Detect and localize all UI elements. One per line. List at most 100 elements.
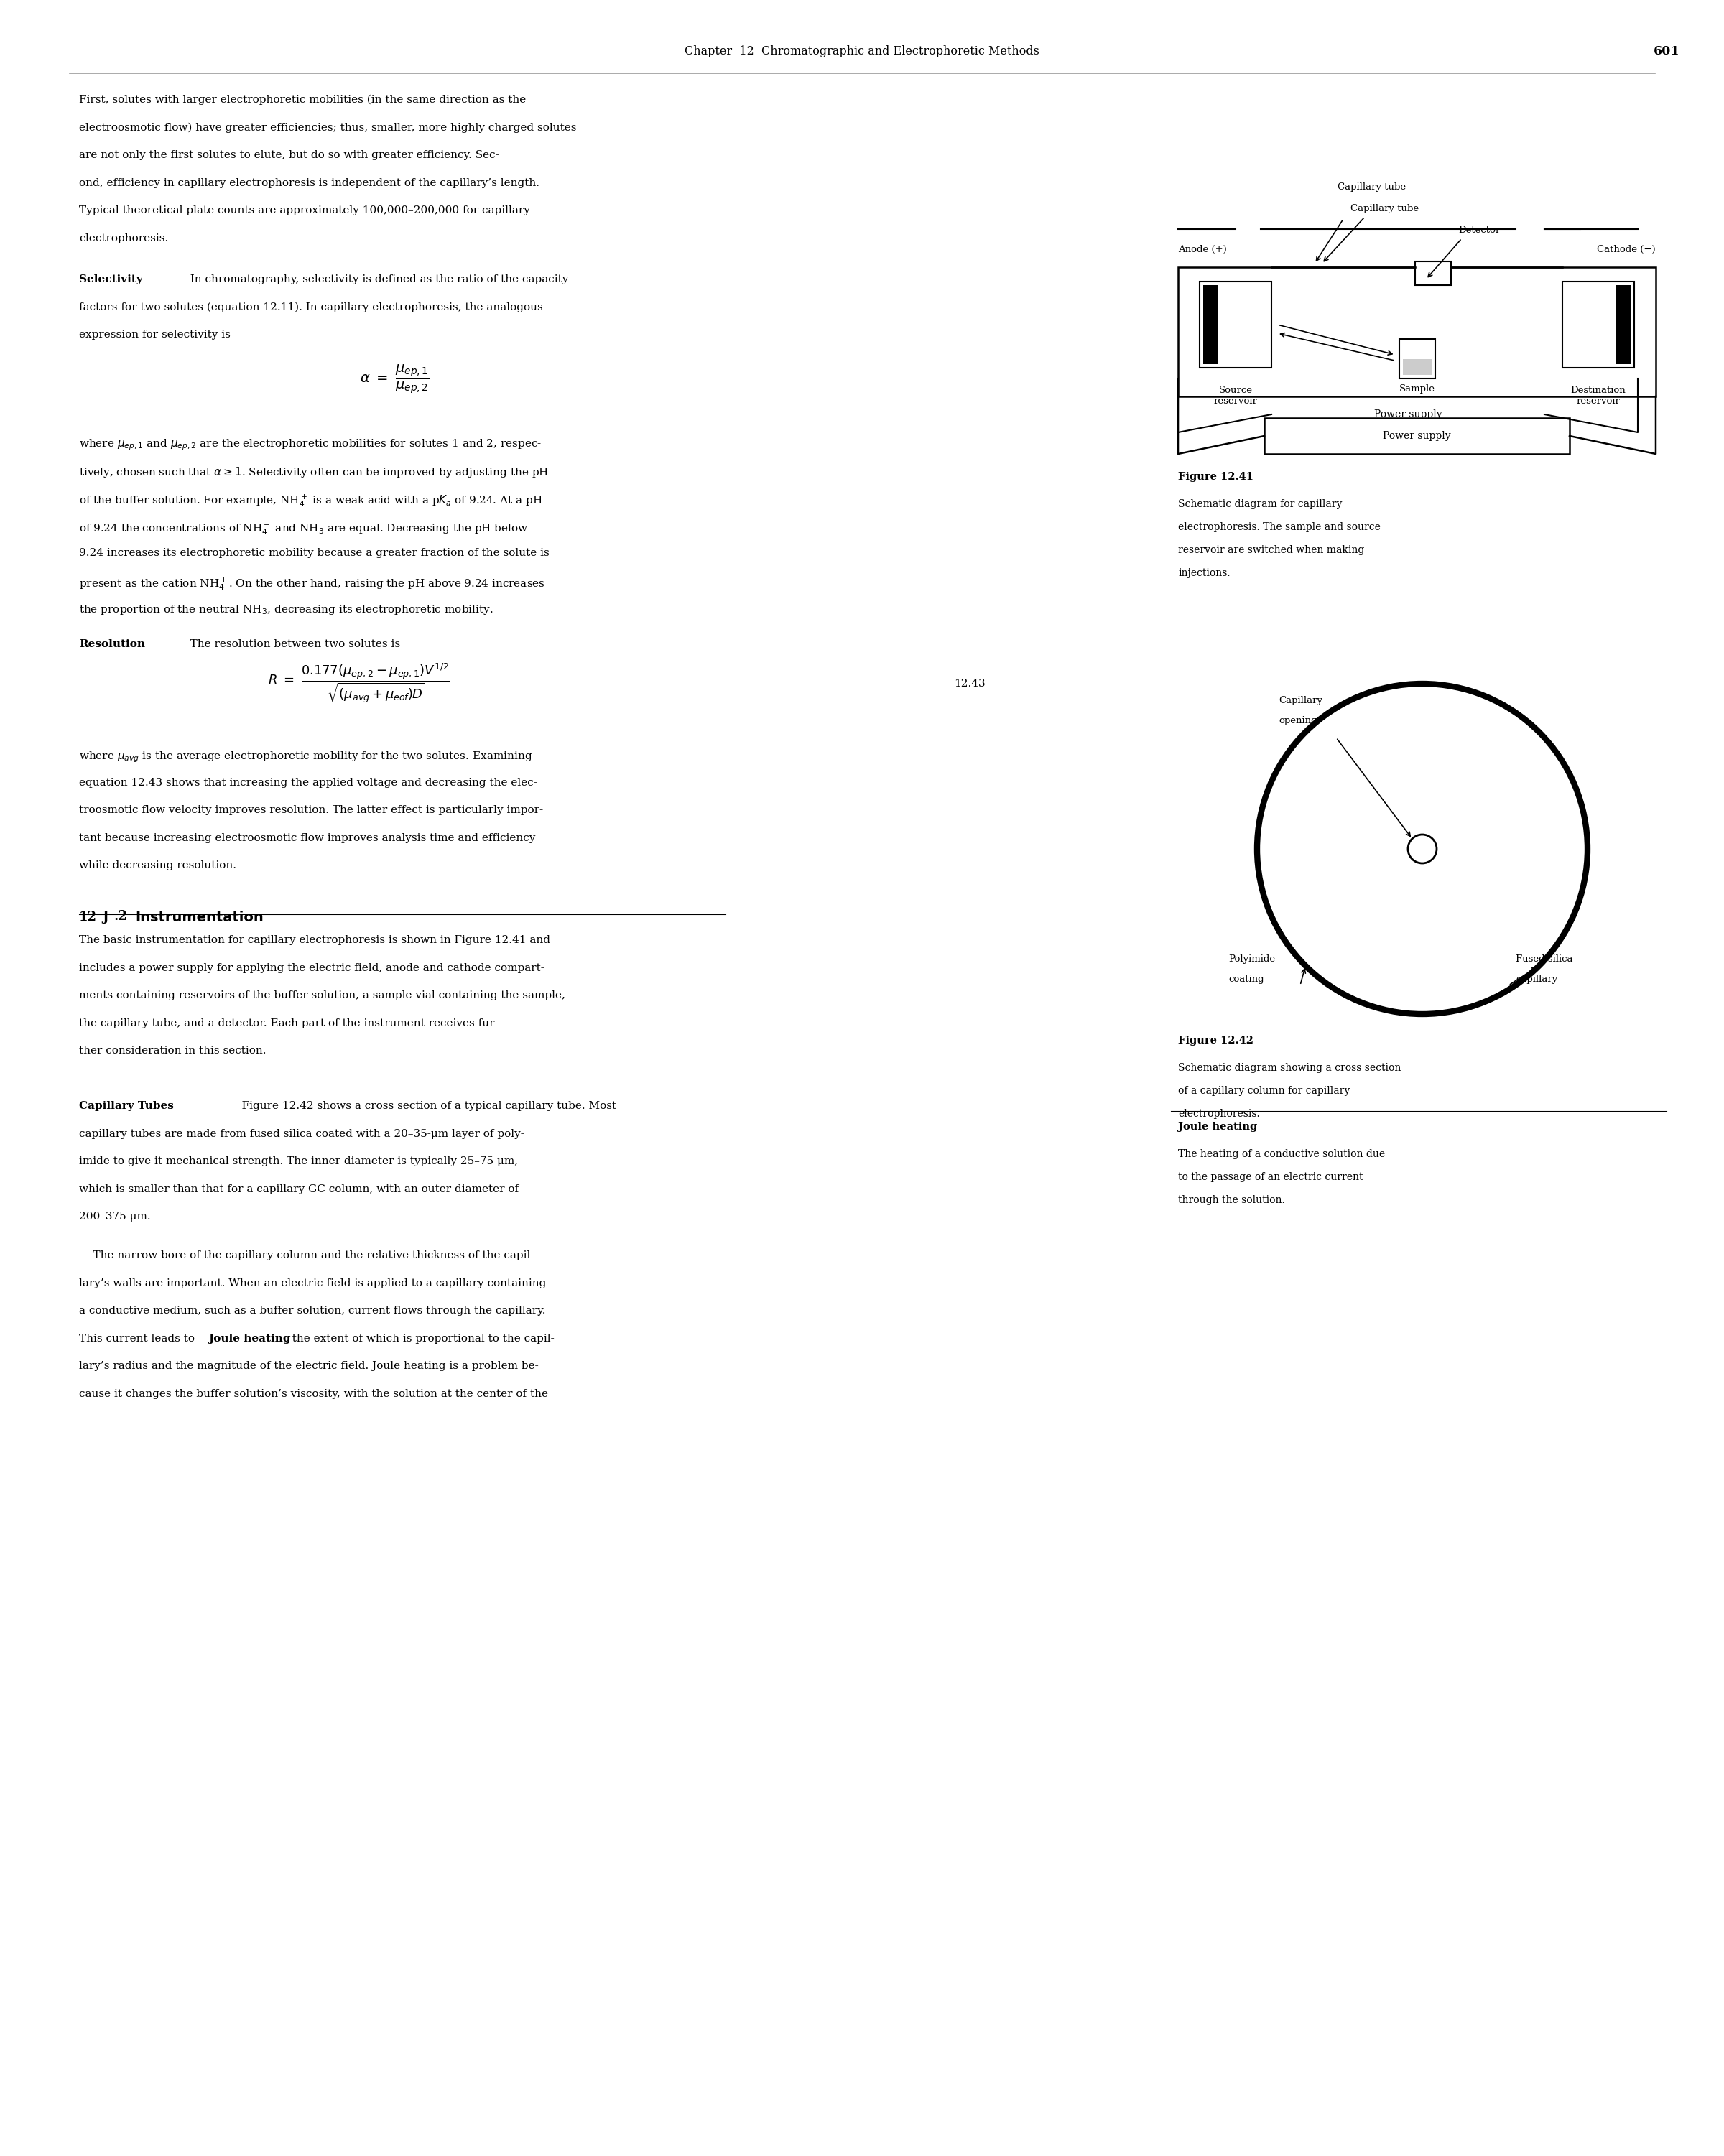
Text: reservoir are switched when making: reservoir are switched when making [1177,545,1364,554]
Text: electroosmotic flow) have greater efficiencies; thus, smaller, more highly charg: electroosmotic flow) have greater effici… [79,123,576,134]
Text: the capillary tube, and a detector. Each part of the instrument receives fur-: the capillary tube, and a detector. Each… [79,1018,498,1028]
Text: Source
reservoir: Source reservoir [1214,386,1257,405]
Text: electrophoresis.: electrophoresis. [1177,1108,1260,1119]
Text: ther consideration in this section.: ther consideration in this section. [79,1046,265,1056]
Text: factors for two solutes (equation 12.11). In capillary electrophoresis, the anal: factors for two solutes (equation 12.11)… [79,302,543,313]
Text: ond, efficiency in capillary electrophoresis is independent of the capillary’s l: ond, efficiency in capillary electrophor… [79,177,540,188]
Text: Figure 12.42 shows a cross section of a typical capillary tube. Most: Figure 12.42 shows a cross section of a … [231,1102,617,1110]
Text: capillary tubes are made from fused silica coated with a 20–35-μm layer of poly-: capillary tubes are made from fused sili… [79,1130,524,1138]
Text: Cathode (−): Cathode (−) [1596,246,1655,254]
Text: which is smaller than that for a capillary GC column, with an outer diameter of: which is smaller than that for a capilla… [79,1184,519,1194]
Text: Schematic diagram showing a cross section: Schematic diagram showing a cross sectio… [1177,1063,1402,1074]
Text: 601: 601 [1653,45,1679,58]
Text: J: J [102,910,109,923]
Text: Joule heating: Joule heating [1177,1121,1257,1132]
Text: capillary: capillary [1515,975,1557,983]
Bar [1227,278,1259,298]
Text: Figure 12.41: Figure 12.41 [1177,472,1253,483]
Bar [1398,338,1434,379]
Text: Detector: Detector [1459,226,1500,235]
Text: First, solutes with larger electrophoretic mobilities (in the same direction as : First, solutes with larger electrophoret… [79,95,526,106]
Bar [1264,418,1569,455]
Text: of the buffer solution. For example, NH$_4^+$ is a weak acid with a p$K_a$ of 9.: of the buffer solution. For example, NH$… [79,494,543,509]
Text: injections.: injections. [1177,567,1231,578]
Text: 200–375 μm.: 200–375 μm. [79,1212,150,1222]
Text: imide to give it mechanical strength. The inner diameter is typically 25–75 μm,: imide to give it mechanical strength. Th… [79,1156,517,1166]
Text: Figure 12.42: Figure 12.42 [1177,1035,1253,1046]
Text: Chapter  12  Chromatographic and Electrophoretic Methods: Chapter 12 Chromatographic and Electroph… [684,45,1040,58]
Text: The basic instrumentation for capillary electrophoresis is shown in Figure 12.41: The basic instrumentation for capillary … [79,936,550,944]
Text: lary’s walls are important. When an electric field is applied to a capillary con: lary’s walls are important. When an elec… [79,1279,547,1287]
Text: opening: opening [1279,716,1317,724]
Text: to the passage of an electric current: to the passage of an electric current [1177,1173,1364,1181]
Bar [1164,110,1724,576]
Bar [1177,220,1638,379]
Text: Capillary: Capillary [1279,696,1322,705]
Text: electrophoresis.: electrophoresis. [79,233,169,244]
Text: coating: coating [1229,975,1264,983]
Text: $R \ = \ \dfrac{0.177(\mu_{ep,2} - \mu_{ep,1})V^{1/2}}{\sqrt{(\mu_{avg} + \mu_{e: $R \ = \ \dfrac{0.177(\mu_{ep,2} - \mu_{… [267,662,450,705]
Text: Fused silica: Fused silica [1515,955,1572,964]
Text: through the solution.: through the solution. [1177,1194,1284,1205]
Circle shape [1409,834,1436,862]
Text: $\alpha \ = \ \dfrac{\mu_{ep,1}}{\mu_{ep,2}}$: $\alpha \ = \ \dfrac{\mu_{ep,1}}{\mu_{ep… [360,362,429,395]
Bar [1177,267,1655,397]
Bar [1515,224,1545,241]
Text: The resolution between two solutes is: The resolution between two solutes is [179,640,400,649]
Text: Capillary tube: Capillary tube [1350,205,1419,213]
Text: Anode (+): Anode (+) [1177,246,1227,254]
Text: Capillary tube: Capillary tube [1338,183,1407,192]
Text: a conductive medium, such as a buffer solution, current flows through the capill: a conductive medium, such as a buffer so… [79,1307,545,1315]
Text: where $\mu_{ep,1}$ and $\mu_{ep,2}$ are the electrophoretic mobilities for solut: where $\mu_{ep,1}$ and $\mu_{ep,2}$ are … [79,438,541,451]
Text: Sample: Sample [1398,384,1434,395]
Text: troosmotic flow velocity improves resolution. The latter effect is particularly : troosmotic flow velocity improves resolu… [79,806,543,815]
Text: .2: .2 [114,910,128,923]
Text: tant because increasing electroosmotic flow improves analysis time and efficienc: tant because increasing electroosmotic f… [79,832,536,843]
Text: includes a power supply for applying the electric field, anode and cathode compa: includes a power supply for applying the… [79,964,545,972]
Text: while decreasing resolution.: while decreasing resolution. [79,860,236,871]
Bar [1562,282,1634,369]
Text: are not only the first solutes to elute, but do so with greater efficiency. Sec-: are not only the first solutes to elute,… [79,151,498,160]
Text: tively, chosen such that $\alpha \geq 1$. Selectivity often can be improved by a: tively, chosen such that $\alpha \geq 1$… [79,466,548,479]
Text: The narrow bore of the capillary column and the relative thickness of the capil-: The narrow bore of the capillary column … [79,1250,534,1261]
Bar [1552,246,1608,304]
Text: the proportion of the neutral NH$_3$, decreasing its electrophoretic mobility.: the proportion of the neutral NH$_3$, de… [79,604,493,617]
Bar [1403,360,1431,375]
Bar [1588,250,1603,298]
Bar [1272,397,1545,433]
Text: 12: 12 [79,910,97,923]
Text: Power supply: Power supply [1383,431,1452,442]
Text: , the extent of which is proportional to the capil-: , the extent of which is proportional to… [284,1332,555,1343]
Text: cause it changes the buffer solution’s viscosity, with the solution at the cente: cause it changes the buffer solution’s v… [79,1388,548,1399]
Text: electrophoresis. The sample and source: electrophoresis. The sample and source [1177,522,1381,533]
Text: Typical theoretical plate counts are approximately 100,000–200,000 for capillary: Typical theoretical plate counts are app… [79,205,529,216]
Bar [1200,282,1272,369]
Text: expression for selectivity is: expression for selectivity is [79,330,231,341]
Text: Selectivity: Selectivity [79,274,143,285]
Text: 9.24 increases its electrophoretic mobility because a greater fraction of the so: 9.24 increases its electrophoretic mobil… [79,548,550,558]
Text: Instrumentation: Instrumentation [134,910,264,925]
Text: Capillary Tubes: Capillary Tubes [79,1102,174,1110]
Bar [1415,261,1452,285]
Text: equation 12.43 shows that increasing the applied voltage and decreasing the elec: equation 12.43 shows that increasing the… [79,778,538,787]
Text: Schematic diagram for capillary: Schematic diagram for capillary [1177,500,1341,509]
Circle shape [1257,683,1588,1013]
Text: Polyimide: Polyimide [1229,955,1276,964]
Text: In chromatography, selectivity is defined as the ratio of the capacity: In chromatography, selectivity is define… [183,274,569,285]
Text: lary’s radius and the magnitude of the electric field. Joule heating is a proble: lary’s radius and the magnitude of the e… [79,1360,538,1371]
Bar [1617,285,1631,364]
Text: where $\mu_{avg}$ is the average electrophoretic mobility for the two solutes. E: where $\mu_{avg}$ is the average electro… [79,750,533,763]
Bar [1203,285,1217,364]
Text: The heating of a conductive solution due: The heating of a conductive solution due [1177,1149,1384,1160]
Bar [1557,278,1588,298]
Text: of a capillary column for capillary: of a capillary column for capillary [1177,1087,1350,1095]
Text: Resolution: Resolution [79,640,145,649]
Bar [1212,250,1227,298]
Text: ments containing reservoirs of the buffer solution, a sample vial containing the: ments containing reservoirs of the buffe… [79,990,565,1000]
Text: Joule heating: Joule heating [209,1332,291,1343]
Text: Power supply: Power supply [1374,410,1441,420]
Bar [1207,246,1264,304]
Text: Destination
reservoir: Destination reservoir [1571,386,1626,405]
Text: 12.43: 12.43 [953,679,986,688]
Text: present as the cation NH$_4^+$. On the other hand, raising the pH above 9.24 inc: present as the cation NH$_4^+$. On the o… [79,576,545,591]
